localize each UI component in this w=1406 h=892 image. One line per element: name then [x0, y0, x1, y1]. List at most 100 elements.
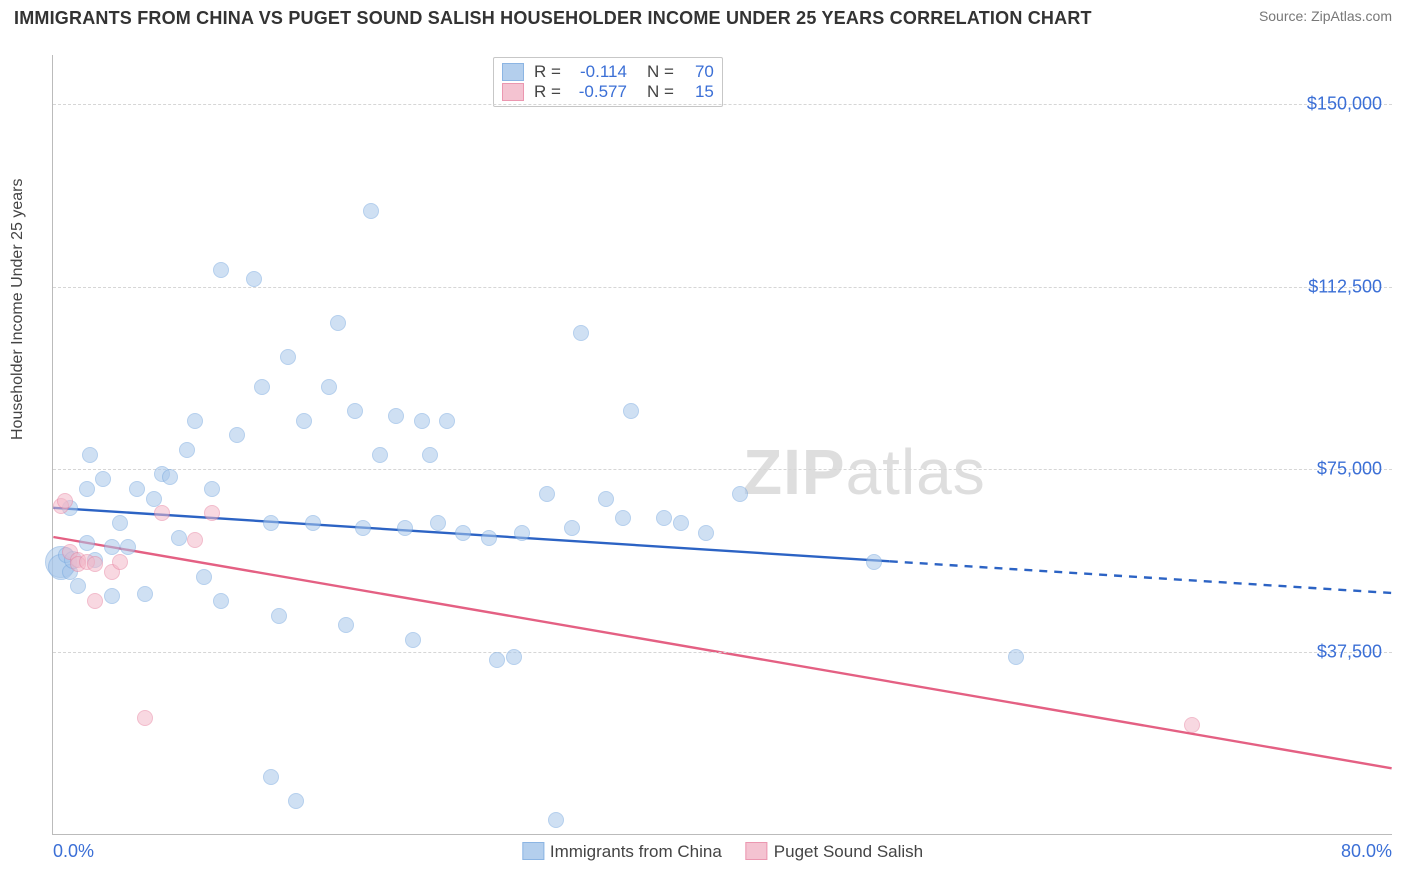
watermark-light: atlas	[846, 436, 986, 508]
y-tick-label: $150,000	[1307, 93, 1382, 114]
legend-swatch	[746, 842, 768, 860]
source-attribution: Source: ZipAtlas.com	[1259, 8, 1392, 24]
china-point	[388, 408, 404, 424]
china-point	[120, 539, 136, 555]
scatter-plot-area: ZIPatlas R =-0.114N =70R =-0.577N =15 Im…	[52, 55, 1392, 835]
china-point	[296, 413, 312, 429]
legend-r-label: R =	[534, 82, 561, 102]
china-point	[137, 586, 153, 602]
china-point	[363, 203, 379, 219]
legend-r-value: -0.577	[567, 82, 627, 102]
china-point	[539, 486, 555, 502]
legend-n-label: N =	[647, 62, 674, 82]
china-point	[330, 315, 346, 331]
legend-corr-row: R = -0.114 N = 70	[502, 62, 714, 82]
series-legend: Immigrants from China Puget Sound Salish	[522, 842, 923, 862]
china-point	[623, 403, 639, 419]
china-point	[347, 403, 363, 419]
china-point	[112, 515, 128, 531]
watermark-bold: ZIP	[743, 436, 846, 508]
china-point	[514, 525, 530, 541]
salish-point	[137, 710, 153, 726]
china-point	[338, 617, 354, 633]
china-point	[246, 271, 262, 287]
gridline	[53, 652, 1392, 653]
legend-n-value: 15	[680, 82, 714, 102]
gridline	[53, 469, 1392, 470]
china-point	[866, 554, 882, 570]
y-axis-label: Householder Income Under 25 years	[9, 179, 27, 440]
china-point	[305, 515, 321, 531]
legend-swatch	[502, 63, 524, 81]
china-point	[70, 578, 86, 594]
x-tick-label: 0.0%	[53, 841, 94, 862]
china-point	[213, 262, 229, 278]
china-point	[204, 481, 220, 497]
legend-swatch	[502, 83, 524, 101]
china-point	[1008, 649, 1024, 665]
watermark: ZIPatlas	[743, 435, 986, 509]
legend-corr-row: R = -0.577 N = 15	[502, 82, 714, 102]
legend-r-label: R =	[534, 62, 561, 82]
china-point	[79, 535, 95, 551]
china-point	[187, 413, 203, 429]
salish-point	[87, 593, 103, 609]
salish-point	[87, 556, 103, 572]
y-tick-label: $37,500	[1317, 642, 1382, 663]
china-point	[79, 481, 95, 497]
china-point	[263, 515, 279, 531]
trend-line	[890, 561, 1392, 593]
legend-series-name: Immigrants from China	[550, 842, 722, 861]
gridline	[53, 104, 1392, 105]
china-point	[405, 632, 421, 648]
salish-point	[57, 493, 73, 509]
salish-point	[187, 532, 203, 548]
china-point	[229, 427, 245, 443]
china-point	[171, 530, 187, 546]
china-point	[104, 539, 120, 555]
china-point	[481, 530, 497, 546]
china-point	[489, 652, 505, 668]
y-tick-label: $112,500	[1308, 276, 1382, 297]
china-point	[271, 608, 287, 624]
china-point	[162, 469, 178, 485]
chart-header: IMMIGRANTS FROM CHINA VS PUGET SOUND SAL…	[14, 8, 1392, 29]
china-point	[288, 793, 304, 809]
china-point	[355, 520, 371, 536]
china-point	[548, 812, 564, 828]
china-point	[104, 588, 120, 604]
chart-title: IMMIGRANTS FROM CHINA VS PUGET SOUND SAL…	[14, 8, 1092, 29]
china-point	[263, 769, 279, 785]
legend-series-name: Puget Sound Salish	[774, 842, 923, 861]
china-point	[372, 447, 388, 463]
china-point	[732, 486, 748, 502]
x-tick-label: 80.0%	[1341, 841, 1392, 862]
china-point	[564, 520, 580, 536]
legend-swatch	[522, 842, 544, 860]
china-point	[439, 413, 455, 429]
china-point	[656, 510, 672, 526]
legend-n-label: N =	[647, 82, 674, 102]
china-point	[422, 447, 438, 463]
legend-item: Puget Sound Salish	[746, 842, 923, 862]
salish-point	[204, 505, 220, 521]
salish-point	[1184, 717, 1200, 733]
china-point	[213, 593, 229, 609]
legend-n-value: 70	[680, 62, 714, 82]
china-point	[698, 525, 714, 541]
china-point	[455, 525, 471, 541]
correlation-legend: R = -0.114 N = 70 R = -0.577 N = 15	[493, 57, 723, 107]
china-point	[573, 325, 589, 341]
china-point	[430, 515, 446, 531]
china-point	[506, 649, 522, 665]
china-point	[196, 569, 212, 585]
legend-r-value: -0.114	[567, 62, 627, 82]
china-point	[414, 413, 430, 429]
legend-item: Immigrants from China	[522, 842, 722, 862]
y-tick-label: $75,000	[1317, 459, 1382, 480]
salish-point	[154, 505, 170, 521]
china-point	[673, 515, 689, 531]
china-point	[280, 349, 296, 365]
china-point	[129, 481, 145, 497]
china-point	[397, 520, 413, 536]
